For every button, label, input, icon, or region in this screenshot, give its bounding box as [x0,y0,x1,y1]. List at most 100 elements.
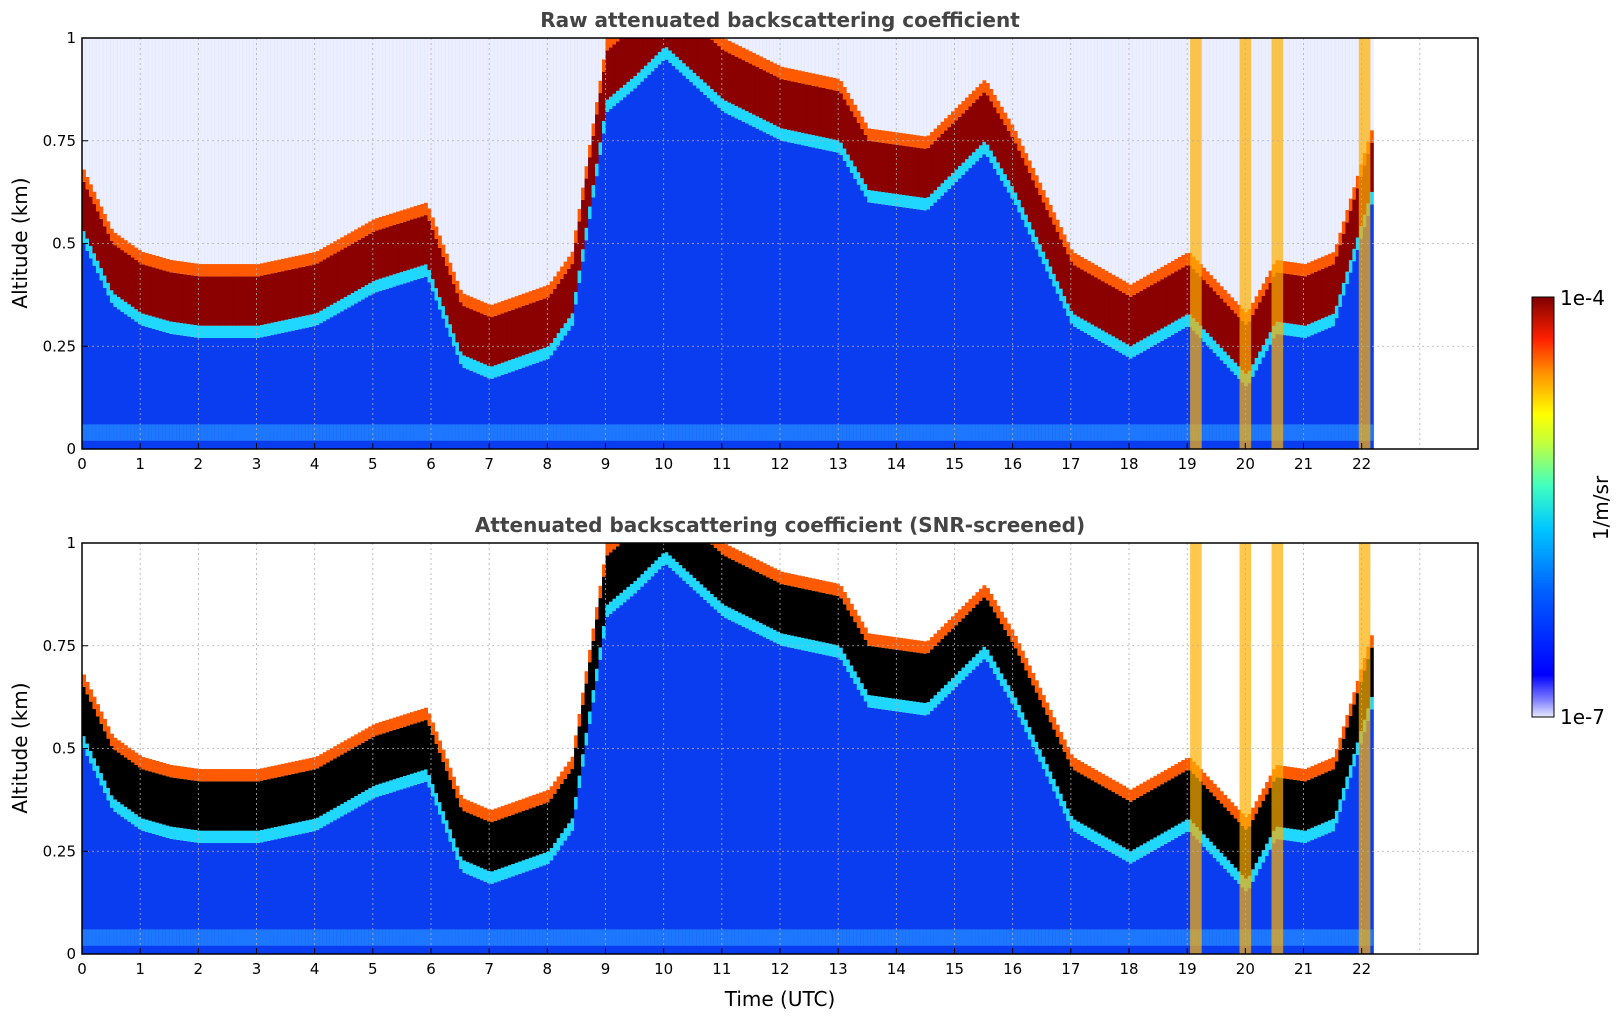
heatmap-cell [1038,929,1043,946]
heatmap-cell [1310,929,1315,946]
heatmap-cell [696,38,701,77]
heatmap-cell [818,424,823,441]
heatmap-cell [1233,818,1238,868]
heatmap-cell [930,649,935,699]
heatmap-cell [1108,334,1113,347]
heatmap-cell [382,215,387,229]
heatmap-cell [225,769,230,782]
heatmap-cell [762,119,767,133]
heatmap-cell [521,355,526,368]
heatmap-cell [176,260,181,274]
heatmap-cell [1233,929,1238,946]
heatmap-cell [1268,270,1273,283]
heatmap-cell [957,671,962,684]
heatmap-cell [406,38,411,209]
heatmap-cell [172,827,177,840]
heatmap-cell [1233,38,1238,302]
heatmap-cell [444,253,449,266]
heatmap-cell [800,132,805,146]
heatmap-cell [1177,330,1182,449]
heatmap-cell [780,128,784,141]
heatmap-cell [1024,424,1029,441]
heatmap-cell [556,776,561,789]
heatmap-cell [1132,861,1137,954]
heatmap-cell [1038,700,1043,750]
heatmap-cell [232,325,237,339]
heatmap-cell [235,843,240,954]
heatmap-cell [1324,821,1329,835]
heatmap-cell [584,929,589,946]
heatmap-streak [1190,38,1202,449]
heatmap-cell [326,750,331,763]
heatmap-area [82,38,1374,449]
heatmap-cell [333,424,338,441]
heatmap-cell [1300,325,1304,338]
heatmap-cell [239,843,244,954]
heatmap-cell [137,424,142,441]
heatmap-cell [528,352,533,366]
heatmap-cell [532,302,537,352]
heatmap-cell [605,50,610,100]
x-tick-label: 2 [194,960,204,978]
heatmap-cell [860,929,865,946]
heatmap-cell [717,612,722,954]
heatmap-cell [1212,783,1217,797]
heatmap-cell [699,929,704,946]
heatmap-cell [703,929,708,946]
heatmap-cell [856,615,861,628]
heatmap-cell [999,38,1004,107]
heatmap-cell [992,107,997,157]
heatmap-cell [130,811,135,825]
heatmap-cell [814,591,819,641]
heatmap-cell [1345,776,1350,789]
heatmap-cell [842,653,847,666]
heatmap-cell [1205,850,1210,954]
heatmap-cell [120,755,125,805]
heatmap-cell [856,110,861,123]
heatmap-cell [560,328,565,341]
heatmap-cell [270,424,275,441]
heatmap-cell [961,605,966,619]
heatmap-cell [354,808,359,954]
heatmap-cell [1013,635,1018,649]
heatmap-cell [842,38,847,87]
heatmap-cell [266,424,271,441]
heatmap-cell [270,766,275,779]
heatmap-cell [957,178,962,449]
heatmap-cell [745,616,750,629]
heatmap-cell [396,790,401,954]
heatmap-cell [811,85,816,136]
heatmap-cell [239,781,244,831]
heatmap-cell [1048,929,1053,946]
heatmap-cell [982,929,987,946]
heatmap-cell [1317,775,1322,825]
heatmap-cell [431,722,435,735]
heatmap-cell [497,819,502,869]
heatmap-cell [497,929,502,946]
heatmap-cell [1059,744,1064,794]
heatmap-cell [999,673,1004,686]
heatmap-cell [881,709,886,954]
heatmap-cell [905,146,910,196]
heatmap-cell [273,765,278,778]
heatmap-cell [895,424,900,441]
heatmap-cell [881,130,886,143]
heatmap-cell [1261,788,1266,801]
heatmap-cell [1317,258,1322,271]
heatmap-cell [776,38,781,66]
heatmap-cell [867,202,872,449]
heatmap-cell [759,623,764,636]
heatmap-cell [964,159,969,172]
heatmap-cell [1034,187,1039,237]
heatmap-cell [863,196,868,449]
heatmap-cell [710,929,715,946]
heatmap-cell [225,325,230,339]
heatmap-cell [382,424,387,441]
heatmap-cell [1104,38,1109,271]
heatmap-cell [511,929,516,946]
heatmap-cell [1129,863,1133,954]
heatmap-cell [113,232,118,246]
heatmap-cell [1076,821,1081,834]
heatmap-cell [909,146,914,196]
heatmap-cell [982,38,987,81]
